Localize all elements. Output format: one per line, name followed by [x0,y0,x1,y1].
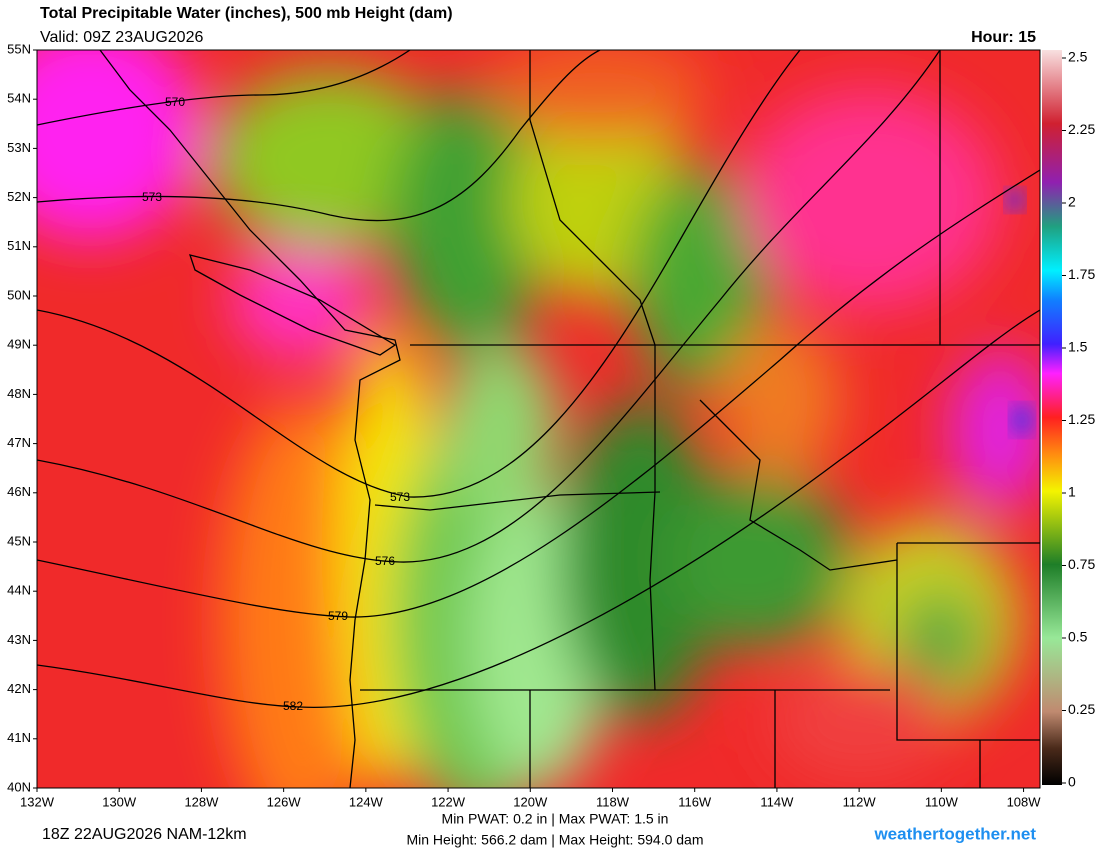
colorbar-tick-label: 0.75 [1068,556,1095,572]
height-contour [37,309,1040,708]
colorbar [1042,50,1062,785]
x-tick-label: 120W [513,794,548,809]
height-range: Min Height: 566.2 dam | Max Height: 594.… [406,832,703,848]
x-tick-label: 110W [925,794,959,809]
y-tick-label: 53N [7,140,31,155]
height-contour [37,50,411,126]
x-tick-label: 116W [678,794,712,809]
x-tick-label: 130W [102,794,137,809]
title: Total Precipitable Water (inches), 500 m… [40,5,453,22]
colorbar-tick-label: 2.25 [1068,121,1095,137]
pwat-field [37,50,1040,788]
y-tick-label: 41N [7,730,31,745]
x-tick-label: 132W [20,794,55,809]
y-tick-label: 50N [7,287,31,302]
x-tick-label: 114W [760,794,794,809]
colorbar-tick-label: 0.5 [1068,629,1088,645]
forecast-hour: Hour: 15 [971,29,1036,46]
x-tick-label: 108W [1007,794,1042,809]
x-tick-label: 122W [431,794,466,809]
x-tick-label: 124W [349,794,384,809]
colorbar-tick-label: 1.5 [1068,339,1088,355]
colorbar-tick-label: 1.75 [1068,266,1095,282]
colorbar-tick-label: 2 [1068,194,1076,210]
boundaries [99,50,1040,788]
y-tick-label: 40N [7,779,31,794]
y-tick-label: 51N [7,238,31,253]
height-contour [37,50,601,222]
contours: 570 573 573 576 579 582 [37,50,1040,713]
contour-label: 570 [165,95,185,109]
y-tick-label: 48N [7,386,31,401]
x-tick-label: 112W [843,794,877,809]
height-contour [37,50,941,563]
colorbar-tick-label: 0 [1068,774,1076,790]
height-contour [37,169,1040,618]
contour-label: 576 [375,554,395,568]
colorbar-tick-label: 0.25 [1068,701,1095,717]
x-tick-label: 126W [267,794,302,809]
colorbar-tick-label: 1 [1068,484,1076,500]
y-tick-label: 49N [7,337,31,352]
y-tick-label: 43N [7,632,31,647]
y-tick-label: 44N [7,583,31,598]
x-tick-label: 128W [184,794,219,809]
y-tick-label: 45N [7,533,31,548]
valid-time: Valid: 09Z 23AUG2026 [40,29,203,46]
colorbar-tick-label: 2.5 [1068,49,1088,65]
y-tick-label: 42N [7,681,31,696]
y-tick-label: 52N [7,189,31,204]
contour-label: 582 [283,699,303,713]
y-tick-label: 47N [7,435,31,450]
y-tick-label: 54N [7,91,31,106]
colorbar-tick-label: 1.25 [1068,411,1095,427]
contour-label: 579 [328,609,348,623]
y-tick-label: 46N [7,484,31,499]
y-tick-label: 55N [7,41,31,56]
map-frame [36,49,1041,789]
contour-label: 573 [390,490,410,504]
x-tick-label: 118W [596,794,630,809]
model-run: 18Z 22AUG2026 NAM-12km [42,826,247,843]
height-contour [37,50,801,498]
site-credit: weathertogether.net [873,824,1036,843]
pwat-range: Min PWAT: 0.2 in | Max PWAT: 1.5 in [442,811,669,827]
contour-label: 573 [142,190,162,204]
